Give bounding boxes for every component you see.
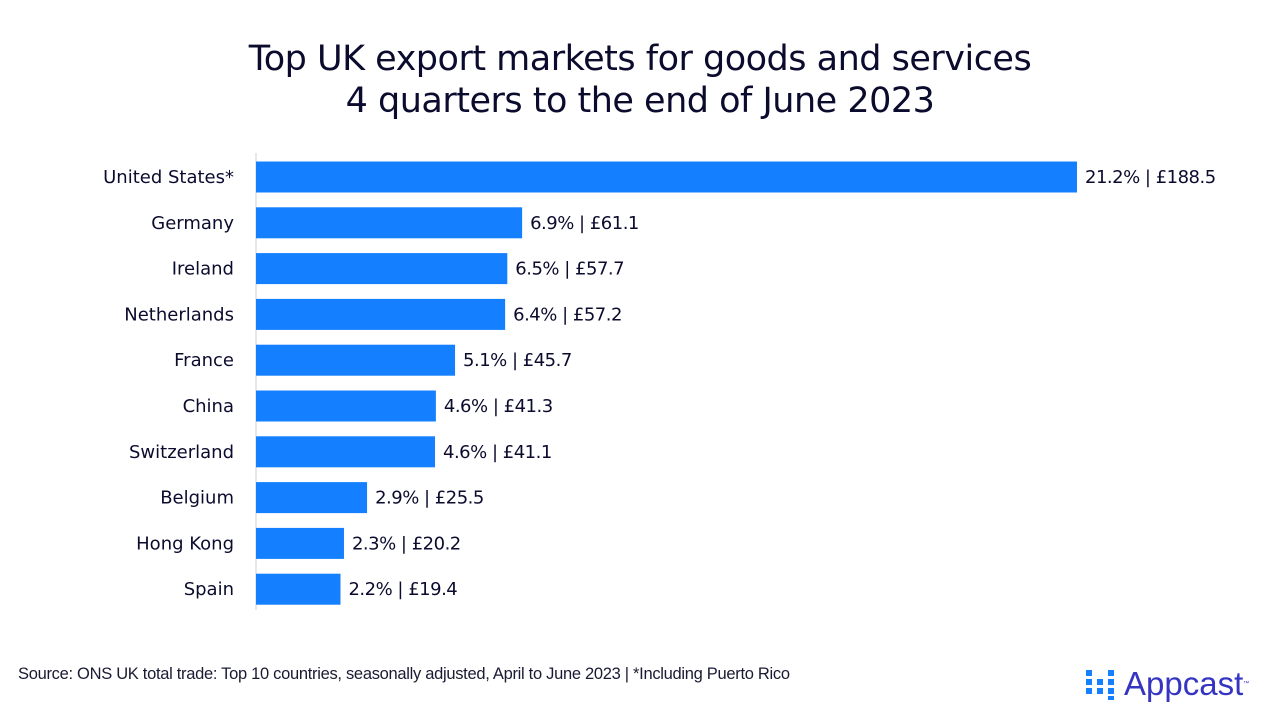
data-label: 2.3% | £20.2 (352, 533, 461, 554)
bar (256, 161, 1077, 193)
bar (256, 436, 436, 468)
data-label: 6.9% | £61.1 (530, 213, 639, 234)
bar (256, 253, 508, 285)
category-label: Ireland (172, 259, 234, 280)
dot-grid-icon (1086, 670, 1114, 700)
data-label: 4.6% | £41.3 (444, 396, 553, 417)
category-label: Belgium (160, 488, 234, 509)
data-label: 6.4% | £57.2 (513, 304, 622, 325)
category-label: Hong Kong (136, 533, 234, 554)
category-label: United States* (103, 167, 234, 188)
bar (256, 482, 368, 514)
bar (256, 573, 341, 605)
category-label: China (183, 396, 234, 417)
bar (256, 390, 436, 422)
logo-text: Appcast™ (1124, 665, 1250, 702)
category-label: Spain (184, 579, 234, 600)
chart-title-line-1: Top UK export markets for goods and serv… (248, 39, 1032, 79)
chart-title: Top UK export markets for goods and serv… (0, 38, 1280, 122)
chart-title-line-2: 4 quarters to the end of June 2023 (345, 81, 935, 121)
source-footnote: Source: ONS UK total trade: Top 10 count… (18, 665, 790, 683)
data-label: 4.6% | £41.1 (443, 442, 552, 463)
data-label: 2.9% | £25.5 (375, 488, 484, 509)
category-label: Switzerland (129, 442, 234, 463)
bar (256, 298, 506, 330)
data-label: 21.2% | £188.5 (1085, 167, 1216, 188)
category-label: France (174, 350, 234, 371)
bar (256, 207, 523, 239)
bar (256, 527, 344, 559)
category-label: Germany (151, 213, 234, 234)
data-label: 5.1% | £45.7 (463, 350, 572, 371)
data-label: 6.5% | £57.7 (515, 259, 624, 280)
category-label: Netherlands (124, 304, 234, 325)
data-label: 2.2% | £19.4 (348, 579, 457, 600)
appcast-logo: Appcast™ (1086, 666, 1249, 702)
bar (256, 344, 456, 376)
